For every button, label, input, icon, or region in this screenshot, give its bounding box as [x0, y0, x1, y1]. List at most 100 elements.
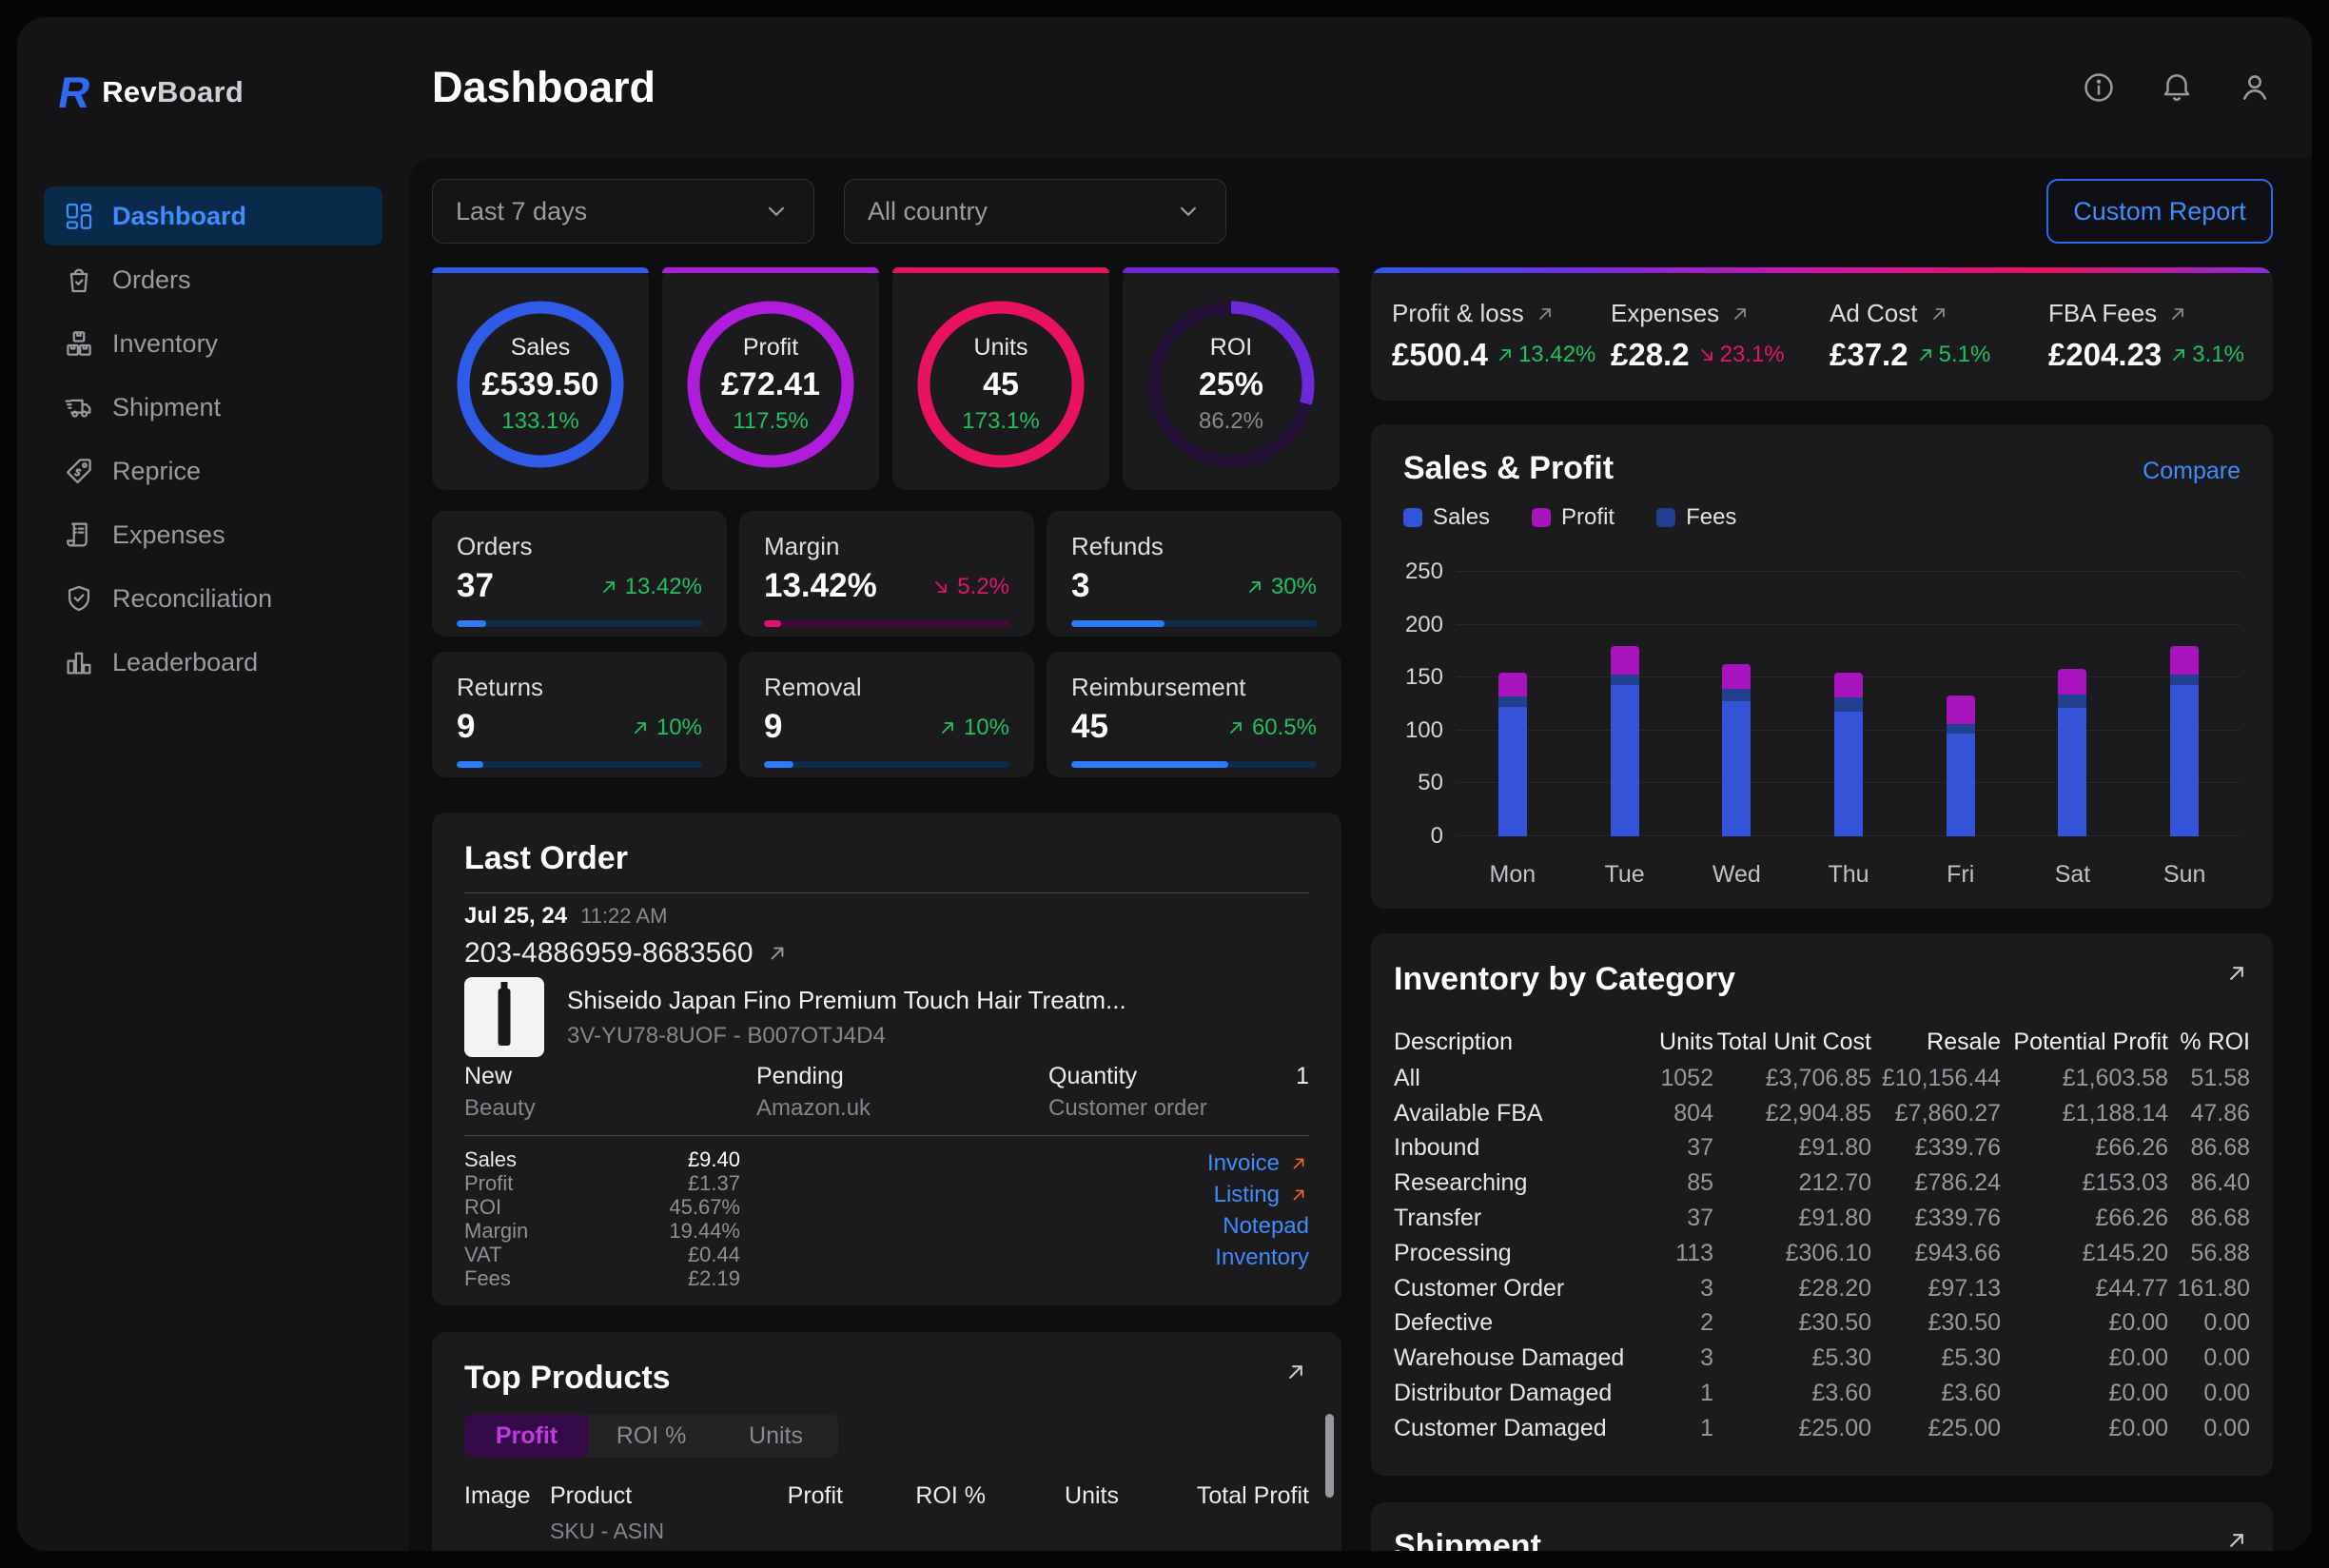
tab-profit[interactable]: Profit [464, 1414, 589, 1458]
table-cell: £97.13 [1871, 1275, 2001, 1303]
inventory-col-header: % ROI [2168, 1029, 2250, 1056]
expand-icon[interactable] [2223, 960, 2250, 987]
table-cell: 2 [1634, 1309, 1713, 1337]
legend-label: Profit [1561, 504, 1615, 531]
col-sku-asin: SKU - ASIN [550, 1519, 664, 1544]
listing-link[interactable]: Listing [1207, 1179, 1309, 1210]
table-cell: £153.03 [2001, 1169, 2168, 1197]
compare-link[interactable]: Compare [2143, 458, 2241, 485]
stat-card-returns: Returns 9 10% [432, 652, 727, 777]
inventory-col-header: Total Unit Cost [1713, 1029, 1871, 1056]
external-link-icon[interactable] [765, 941, 790, 966]
legend-swatch [1656, 508, 1675, 527]
summary-metric-fba-fees: FBA Fees £204.23 3.1% [2048, 299, 2267, 401]
sidebar-item-shipment[interactable]: Shipment [44, 378, 382, 437]
stat-progress [764, 620, 1009, 627]
sidebar-item-label: Orders [112, 265, 191, 295]
sidebar-item-leaderboard[interactable]: Leaderboard [44, 633, 382, 692]
table-cell: £1,603.58 [2001, 1065, 2168, 1092]
stat-value: 9 [764, 708, 782, 746]
external-link-icon[interactable] [1729, 303, 1752, 325]
leaderboard-icon [63, 646, 95, 678]
external-link-icon[interactable] [1928, 303, 1950, 325]
table-cell: 56.88 [2168, 1240, 2250, 1267]
stat-label: Reimbursement [1071, 673, 1317, 702]
invoice-link[interactable]: Invoice [1207, 1147, 1309, 1179]
external-link-icon[interactable] [1534, 303, 1556, 325]
scrollbar-thumb[interactable] [1325, 1414, 1334, 1498]
expand-icon[interactable] [2223, 1527, 2250, 1551]
country-value: All country [868, 197, 988, 226]
stat-change: 13.42% [625, 574, 702, 600]
summary-value: £500.4 [1392, 337, 1488, 373]
custom-report-button[interactable]: Custom Report [2046, 179, 2273, 244]
order-attribute: NewBeauty [464, 1063, 756, 1122]
link-label: Listing [1214, 1179, 1280, 1210]
order-links: InvoiceListingNotepadInventory [1207, 1147, 1309, 1290]
table-cell: 37 [1634, 1134, 1713, 1162]
table-cell: 804 [1634, 1100, 1713, 1127]
table-cell: 212.70 [1713, 1169, 1871, 1197]
gauge-card-sales: Sales £539.50 133.1% [432, 267, 649, 490]
country-select[interactable]: All country [844, 179, 1226, 244]
expand-icon[interactable] [1282, 1359, 1309, 1385]
external-link-icon[interactable] [2166, 303, 2189, 325]
sidebar-item-reconciliation[interactable]: Reconciliation [44, 569, 382, 628]
table-cell: £44.77 [2001, 1275, 2168, 1303]
bar-mon-sales [1498, 707, 1527, 836]
table-cell: 47.86 [2168, 1100, 2250, 1127]
info-icon[interactable] [2081, 69, 2117, 106]
col-profit: Profit [700, 1482, 843, 1544]
date-range-select[interactable]: Last 7 days [432, 179, 814, 244]
table-cell: Transfer [1394, 1205, 1634, 1232]
gauge-value: 25% [1199, 366, 1263, 403]
trend-up-icon [631, 718, 650, 737]
table-row: Customer Order3£28.20£97.13£44.77161.80 [1394, 1271, 2250, 1306]
summary-change: 5.1% [1939, 342, 1991, 368]
table-cell: £91.80 [1713, 1205, 1871, 1232]
table-cell: £25.00 [1871, 1415, 2001, 1442]
notepad-link[interactable]: Notepad [1207, 1210, 1309, 1242]
divider [464, 892, 1309, 893]
user-icon[interactable] [2237, 69, 2273, 106]
bar-sun-profit [2170, 646, 2199, 675]
reprice-icon [63, 455, 95, 487]
sidebar-item-dashboard[interactable]: Dashboard [44, 186, 382, 245]
summary-metric-profit-loss: Profit & loss £500.4 13.42% [1392, 299, 1611, 401]
table-cell: 1 [1634, 1415, 1713, 1442]
y-tick-label: 200 [1405, 612, 1443, 638]
shipment-icon [63, 391, 95, 423]
table-row: Customer Damaged1£25.00£25.00£0.000.00 [1394, 1411, 2250, 1446]
table-cell: £0.00 [2001, 1309, 2168, 1337]
stat-value: 37 [457, 567, 494, 605]
card-accent [662, 267, 879, 273]
table-cell: £0.00 [2001, 1415, 2168, 1442]
stat-value: 45 [1071, 708, 1108, 746]
table-cell: Inbound [1394, 1134, 1634, 1162]
gauge-change: 173.1% [962, 408, 1039, 435]
sidebar-item-label: Leaderboard [112, 648, 258, 677]
sidebar-item-inventory[interactable]: Inventory [44, 314, 382, 373]
brand-name: RevBoard [102, 75, 244, 109]
bell-icon[interactable] [2159, 69, 2195, 106]
brand-logo: R RevBoard [59, 70, 409, 114]
stat-change: 10% [964, 715, 1009, 741]
topbar: Dashboard [409, 17, 2312, 158]
inventory-link[interactable]: Inventory [1207, 1242, 1309, 1273]
metric-value: £0.44 [688, 1243, 740, 1266]
sidebar-item-reprice[interactable]: Reprice [44, 441, 382, 500]
order-financials: Sales£9.40Profit£1.37ROI45.67%Margin19.4… [464, 1147, 1309, 1290]
stat-change: 30% [1271, 574, 1317, 600]
tab-units[interactable]: Units [714, 1414, 838, 1458]
metric-value: £1.37 [688, 1171, 740, 1195]
sidebar-item-orders[interactable]: Orders [44, 250, 382, 309]
table-row: Warehouse Damaged3£5.30£5.30£0.000.00 [1394, 1341, 2250, 1376]
product-sku-asin: 3V-YU78-8UOF - B007OTJ4D4 [567, 1023, 1126, 1049]
gridline [1457, 571, 2241, 572]
gauge-change: 117.5% [733, 408, 809, 435]
sidebar-item-expenses[interactable]: Expenses [44, 505, 382, 564]
chart-plot [1457, 572, 2241, 836]
filters-row: Last 7 days All country Custom Report [432, 179, 2273, 244]
tab-roi-[interactable]: ROI % [589, 1414, 714, 1458]
gauge-change: 86.2% [1199, 408, 1263, 435]
